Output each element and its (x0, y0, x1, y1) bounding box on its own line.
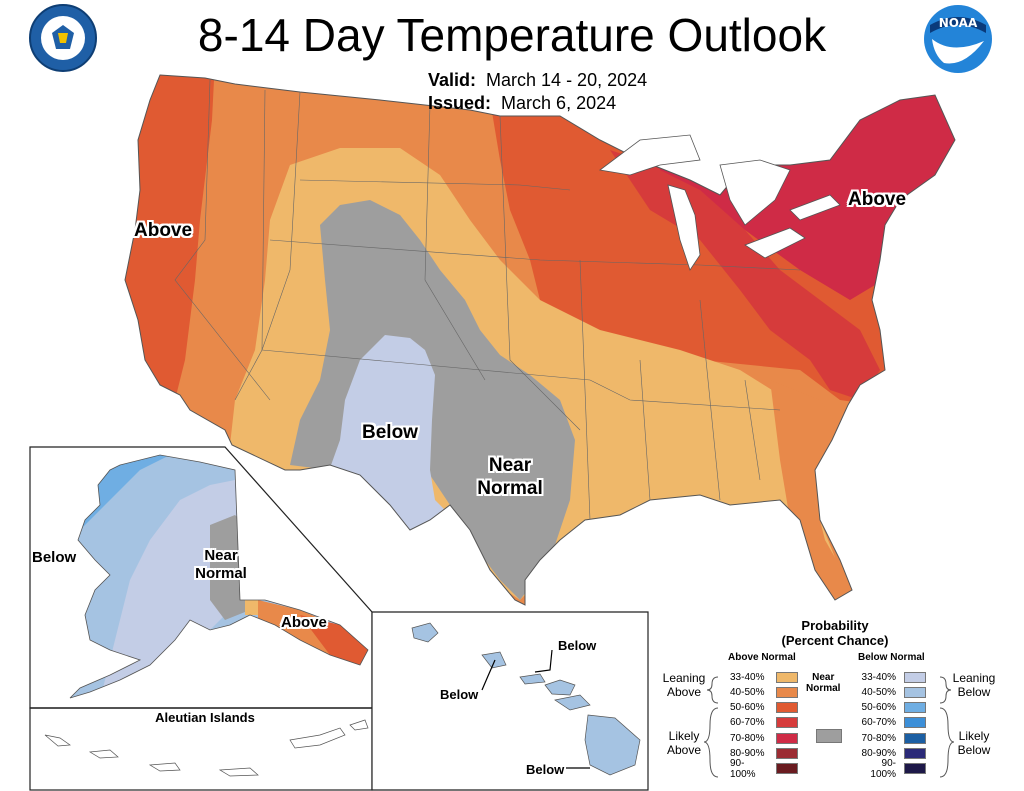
legend-near-normal-swatch (816, 729, 842, 743)
legend-leaning-above: Leaning Above (660, 671, 708, 699)
legend-below-swatch-4 (904, 732, 926, 744)
legend-above-row-3: 60-70% (730, 716, 798, 730)
legend-below-row-3: 60-70% (856, 716, 926, 730)
label-conus-near-line2: Normal (477, 478, 543, 499)
legend-likely-below-line1: Likely (958, 729, 990, 743)
label-alaska-near-line1: Near (204, 547, 238, 564)
legend-above-label-2: 50-60% (730, 702, 765, 714)
valid-label: Valid: (428, 70, 477, 90)
legend-below-label-0: 33-40% (861, 671, 896, 683)
legend-above-row-1: 40-50% (730, 685, 798, 699)
issued-value: March 6, 2024 (501, 93, 617, 113)
legend-below-swatch-1 (904, 686, 926, 698)
legend-below-label-1: 40-50% (861, 686, 896, 698)
legend-title: Probability (Percent Chance) (760, 618, 910, 648)
legend-likely-below-line2: Below (957, 743, 991, 757)
legend-above-label-5: 80-90% (730, 748, 765, 759)
legend-above-row-4: 70-80% (730, 731, 798, 745)
legend-below-row-0: 33-40% (856, 670, 926, 684)
legend-near-line2: Normal (806, 683, 841, 694)
legend-below-swatch-2 (904, 702, 926, 714)
legend-below-row-2: 50-60% (856, 701, 926, 715)
legend-below-row-6: 90-100% (856, 758, 926, 780)
legend-below-row-1: 40-50% (856, 685, 926, 699)
issued-line: Issued: March 6, 2024 (428, 93, 616, 114)
legend-below-swatch-0 (904, 671, 926, 683)
legend-above-label-6: 90-100% (730, 757, 756, 780)
legend-likely-above-line1: Likely (668, 729, 700, 743)
legend-above-row-0: 33-40% (730, 670, 798, 684)
label-conus-below: Below (362, 422, 418, 443)
legend-above-label-3: 60-70% (730, 717, 765, 729)
label-alaska-near-line2: Normal (195, 565, 247, 582)
legend-leaning-above-line2: Above (666, 685, 702, 699)
label-hawaii-below-2: Below (440, 687, 479, 702)
legend-below-swatch-6 (904, 763, 926, 775)
legend-below-header: Below Normal (858, 652, 925, 663)
noaa-logo-icon: NOAA (924, 5, 992, 73)
label-northeast-above: Above (848, 189, 907, 210)
page-title: 8-14 Day Temperature Outlook (197, 9, 827, 61)
label-hawaii-below-1: Below (558, 638, 597, 653)
legend-below-label-5: 80-90% (861, 748, 896, 759)
legend-above-row-2: 50-60% (730, 701, 798, 715)
legend-below-label-4: 70-80% (861, 732, 896, 744)
legend-below-swatch-3 (904, 717, 926, 729)
legend-likely-below: Likely Below (952, 729, 996, 757)
legend-title-line1: Probability (801, 618, 869, 633)
legend-title-line2: (Percent Chance) (781, 633, 889, 648)
legend-leaning-below-line1: Leaning (952, 671, 996, 685)
legend-above-row-5: 80-90% (730, 747, 798, 761)
legend-likely-above-line2: Above (666, 743, 702, 757)
legend-above-label-1: 40-50% (730, 686, 765, 698)
legend-below-label-6: 90-100% (870, 757, 896, 780)
legend-below-row-5: 80-90% (856, 747, 926, 761)
label-hawaii-below-3: Below (526, 762, 565, 777)
issued-label: Issued: (428, 93, 492, 113)
label-alaska-above: Above (281, 614, 327, 631)
legend-below-label-3: 60-70% (861, 717, 896, 729)
legend-above-label-4: 70-80% (730, 732, 765, 744)
legend-above-header: Above Normal (728, 652, 796, 663)
legend-near-normal: Near Normal (806, 672, 840, 694)
label-conus-near-normal: Near Normal (470, 454, 550, 500)
legend-likely-above: Likely Above (660, 729, 708, 757)
legend-above-row-6: 90-100% (730, 758, 798, 780)
legend-above-swatch-2 (776, 702, 798, 714)
legend-leaning-below-line2: Below (957, 685, 991, 699)
label-alaska-near-normal: Near Normal (186, 547, 256, 583)
legend-leaning-below: Leaning Below (950, 671, 998, 699)
legend-leaning-above-line1: Leaning (662, 671, 706, 685)
label-west-above: Above (134, 220, 193, 241)
legend-below-swatch-5 (904, 748, 926, 759)
legend-near-line1: Near (812, 672, 835, 683)
legend-below-row-4: 70-80% (856, 731, 926, 745)
legend-above-label-0: 33-40% (730, 671, 765, 683)
label-conus-near-line1: Near (488, 455, 532, 476)
valid-line: Valid: March 14 - 20, 2024 (428, 70, 647, 91)
legend-above-swatch-3 (776, 717, 798, 729)
legend-above-swatch-4 (776, 732, 798, 744)
legend-above-swatch-1 (776, 686, 798, 698)
aleutian-islands-title: Aleutian Islands (155, 710, 255, 725)
label-alaska-below: Below (32, 549, 77, 566)
legend-above-swatch-5 (776, 748, 798, 759)
valid-value: March 14 - 20, 2024 (486, 70, 648, 90)
commerce-seal-icon (29, 4, 97, 72)
legend-above-swatch-6 (776, 763, 798, 775)
legend-above-swatch-0 (776, 671, 798, 683)
noaa-logo-text: NOAA (939, 16, 978, 30)
legend-below-label-2: 50-60% (861, 702, 896, 714)
